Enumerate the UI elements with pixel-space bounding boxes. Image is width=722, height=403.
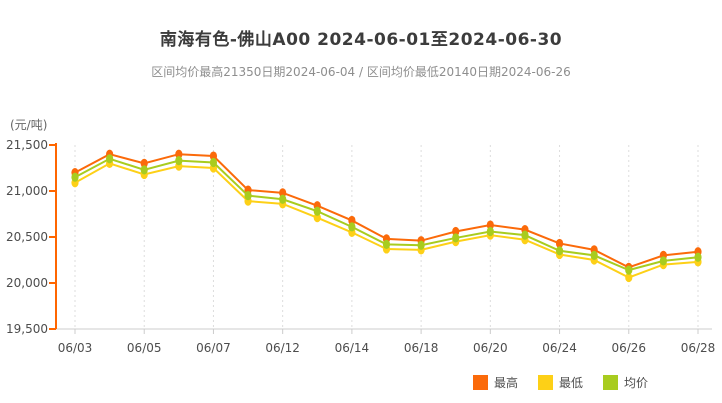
series-point-low xyxy=(313,213,321,223)
x-axis-tick-label: 06/07 xyxy=(196,341,231,355)
series-point-avg xyxy=(486,226,494,237)
x-axis-tick-label: 06/24 xyxy=(542,341,577,355)
series-point-high xyxy=(555,238,564,249)
series-point-avg xyxy=(279,194,287,204)
legend-item-high[interactable]: 最高 xyxy=(473,374,518,391)
series-point-avg xyxy=(244,191,252,201)
series-point-avg xyxy=(417,240,425,250)
y-axis-tick-label: 20,000 xyxy=(6,276,48,290)
legend-item-low[interactable]: 最低 xyxy=(538,374,583,391)
chart-subtitle: 区间均价最高21350日期2024-06-04 / 区间均价最低20140日期2… xyxy=(151,65,571,79)
series-point-high xyxy=(452,226,460,237)
x-axis-tick-label: 06/28 xyxy=(680,341,716,355)
series-point-avg xyxy=(382,239,391,249)
legend-swatch-avg xyxy=(603,375,619,390)
series-point-high xyxy=(140,158,148,168)
y-axis-unit-label: (元/吨) xyxy=(10,118,48,132)
series-point-high xyxy=(279,188,287,198)
series-point-avg xyxy=(348,222,356,232)
series-point-low xyxy=(625,272,633,283)
series-point-avg xyxy=(140,165,148,175)
x-axis-tick-label: 06/26 xyxy=(611,341,647,355)
series-point-avg xyxy=(625,265,633,275)
legend-swatch-low xyxy=(538,375,554,390)
x-axis-tick-label: 06/20 xyxy=(473,341,508,355)
series-point-high xyxy=(175,149,183,159)
x-axis-tick-label: 06/05 xyxy=(126,341,162,355)
x-axis-tick-label: 06/14 xyxy=(334,341,370,355)
chart-legend: 最高 最低 均价 xyxy=(473,374,668,391)
legend-label-avg: 均价 xyxy=(624,376,649,390)
y-axis-tick-label: 20,500 xyxy=(6,230,48,244)
series-point-high xyxy=(348,215,356,226)
y-axis-tick-label: 21,000 xyxy=(6,184,48,198)
series-point-avg xyxy=(521,230,529,240)
series-point-avg xyxy=(71,172,79,182)
series-point-avg xyxy=(106,154,114,164)
x-axis-tick-label: 06/18 xyxy=(403,341,439,355)
legend-label-high: 最高 xyxy=(494,376,519,390)
x-axis-tick-label: 06/03 xyxy=(57,341,93,355)
series-point-avg xyxy=(313,206,321,216)
series-point-avg xyxy=(452,233,460,243)
y-axis-tick-label: 19,500 xyxy=(6,322,48,336)
series-point-high xyxy=(209,151,218,161)
series-point-avg xyxy=(694,252,702,262)
x-axis-tick-label: 06/12 xyxy=(265,341,300,355)
series-point-avg xyxy=(659,256,667,266)
series-point-avg xyxy=(555,246,564,256)
legend-item-avg[interactable]: 均价 xyxy=(603,374,648,391)
chart-title: 南海有色-佛山A00 2024-06-01至2024-06-30 xyxy=(159,30,563,50)
y-axis-tick-label: 21,500 xyxy=(6,138,48,152)
legend-label-low: 最低 xyxy=(559,376,584,390)
legend-swatch-high xyxy=(473,375,488,390)
series-point-avg xyxy=(175,156,183,166)
series-point-avg xyxy=(590,250,598,260)
series-point-high xyxy=(486,220,494,230)
series-point-avg xyxy=(209,157,218,168)
